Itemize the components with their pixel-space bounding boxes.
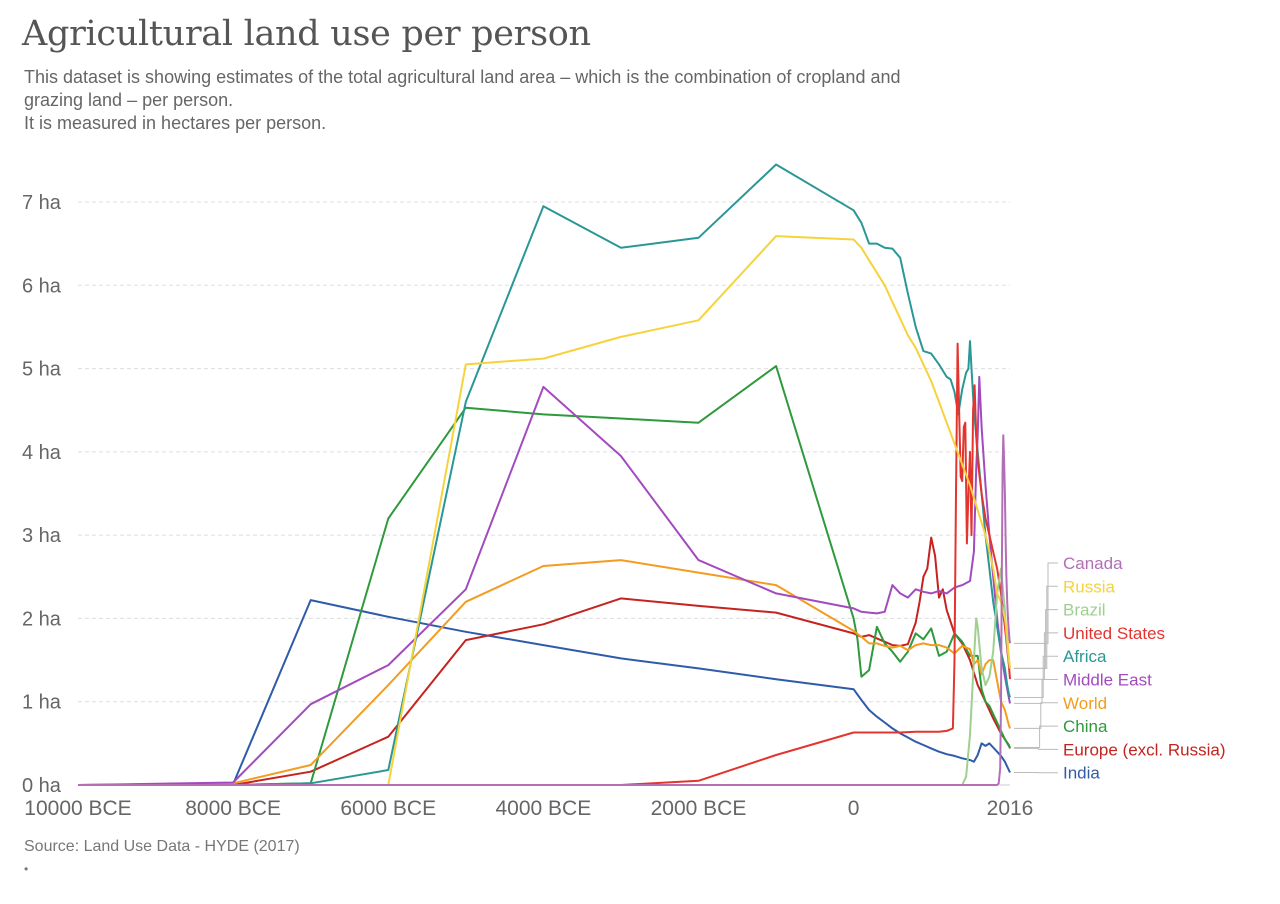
y-tick-label: 7 ha xyxy=(22,192,62,214)
subtitle-line: grazing land – per person. xyxy=(24,90,234,110)
legend-label[interactable]: India xyxy=(1063,764,1100,783)
legend-label[interactable]: Brazil xyxy=(1063,601,1106,620)
series-line-china[interactable] xyxy=(78,365,1011,786)
legend-label[interactable]: World xyxy=(1063,694,1107,713)
legend-label[interactable]: Canada xyxy=(1063,554,1123,573)
footnote-bullet: • xyxy=(24,862,29,876)
y-tick-label: 0 ha xyxy=(22,775,62,797)
x-tick-label: 8000 BCE xyxy=(185,797,281,820)
legend: Canada Russia Brazil United States Africa Mid… xyxy=(1014,554,1226,783)
legend-connector xyxy=(1014,562,1058,644)
legend-label[interactable]: Africa xyxy=(1063,647,1107,666)
legend-label[interactable]: Russia xyxy=(1063,577,1116,596)
legend-connector xyxy=(1014,702,1058,729)
series-line-africa[interactable] xyxy=(78,163,1011,786)
y-tick-label: 6 ha xyxy=(22,275,62,297)
x-tick-label: 4000 BCE xyxy=(496,797,592,820)
chart-title: Agricultural land use per person xyxy=(22,14,591,54)
series-line-middle-east[interactable] xyxy=(77,375,1011,786)
y-tick-label: 2 ha xyxy=(22,608,62,630)
series-line-canada[interactable] xyxy=(78,434,1011,786)
legend-label[interactable]: Europe (excl. Russia) xyxy=(1063,740,1226,759)
y-tick-label: 4 ha xyxy=(22,442,62,464)
x-axis: 10000 BCE 8000 BCE 6000 BCE 4000 BCE 2000 BC… xyxy=(24,797,1033,820)
series-line-russia[interactable] xyxy=(78,235,1011,786)
subtitle-line: It is measured in hectares per person. xyxy=(24,113,327,133)
legend-connector xyxy=(1014,655,1058,699)
y-axis: 0 ha 1 ha 2 ha 3 ha 4 ha 5 ha 6 ha 7 ha xyxy=(22,192,62,797)
y-tick-label: 1 ha xyxy=(22,692,62,714)
x-tick-label: 2000 BCE xyxy=(651,797,747,820)
legend-connector xyxy=(1014,609,1058,669)
series-line-brazil[interactable] xyxy=(78,567,1011,786)
gridlines xyxy=(78,201,1010,786)
y-tick-label: 5 ha xyxy=(22,359,62,381)
x-tick-label: 6000 BCE xyxy=(340,797,436,820)
legend-label[interactable]: United States xyxy=(1063,624,1165,643)
legend-label[interactable]: China xyxy=(1063,717,1108,736)
series-line-india[interactable] xyxy=(77,599,1011,786)
x-tick-label: 10000 BCE xyxy=(24,797,131,820)
legend-connector xyxy=(1014,747,1058,750)
legend-connector xyxy=(1014,725,1058,749)
legend-connector xyxy=(1014,679,1058,704)
x-tick-label: 0 xyxy=(848,797,860,820)
series-line-world[interactable] xyxy=(77,559,1011,786)
legend-label[interactable]: Middle East xyxy=(1063,671,1152,690)
series-lines xyxy=(77,163,1011,786)
source-note: Source: Land Use Data - HYDE (2017) xyxy=(24,838,300,855)
x-tick-label: 2016 xyxy=(987,797,1034,820)
subtitle-line: This dataset is showing estimates of the… xyxy=(24,67,901,87)
chart-subtitle: This dataset is showing estimates of the… xyxy=(24,66,1124,135)
y-tick-label: 3 ha xyxy=(22,525,62,547)
series-line-united-states[interactable] xyxy=(78,342,1011,786)
